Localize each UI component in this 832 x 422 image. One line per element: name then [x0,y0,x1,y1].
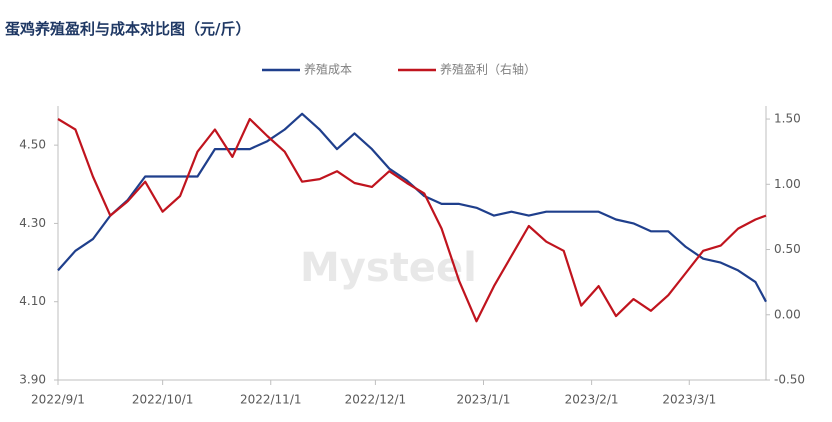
legend-label: 养殖盈利（右轴） [440,62,536,77]
chart-title: 蛋鸡养殖盈利与成本对比图（元/斤） [5,20,250,38]
series-line [57,117,767,323]
y2-tick-label: 1.00 [774,177,801,191]
x-tick-label: 2022/11/1 [240,393,302,407]
y-tick-label: 4.10 [19,294,46,308]
y-tick-label: 4.30 [19,216,46,230]
y2-tick-label: 0.50 [774,242,801,256]
x-tick-label: 2023/3/1 [662,393,716,407]
watermark: Mysteel [300,245,477,291]
x-tick-label: 2023/1/1 [457,393,511,407]
legend-label: 养殖成本 [304,62,352,77]
x-tick-label: 2022/9/1 [31,393,85,407]
x-tick-label: 2022/12/1 [345,393,407,407]
x-tick-label: 2022/10/1 [132,393,194,407]
y2-tick-label: -0.50 [774,373,805,387]
y-tick-label: 4.50 [19,138,46,152]
y2-tick-label: 0.00 [774,307,801,321]
x-tick-label: 2023/2/1 [565,393,619,407]
y2-tick-label: 1.50 [774,112,801,126]
y-tick-label: 3.90 [19,373,46,387]
